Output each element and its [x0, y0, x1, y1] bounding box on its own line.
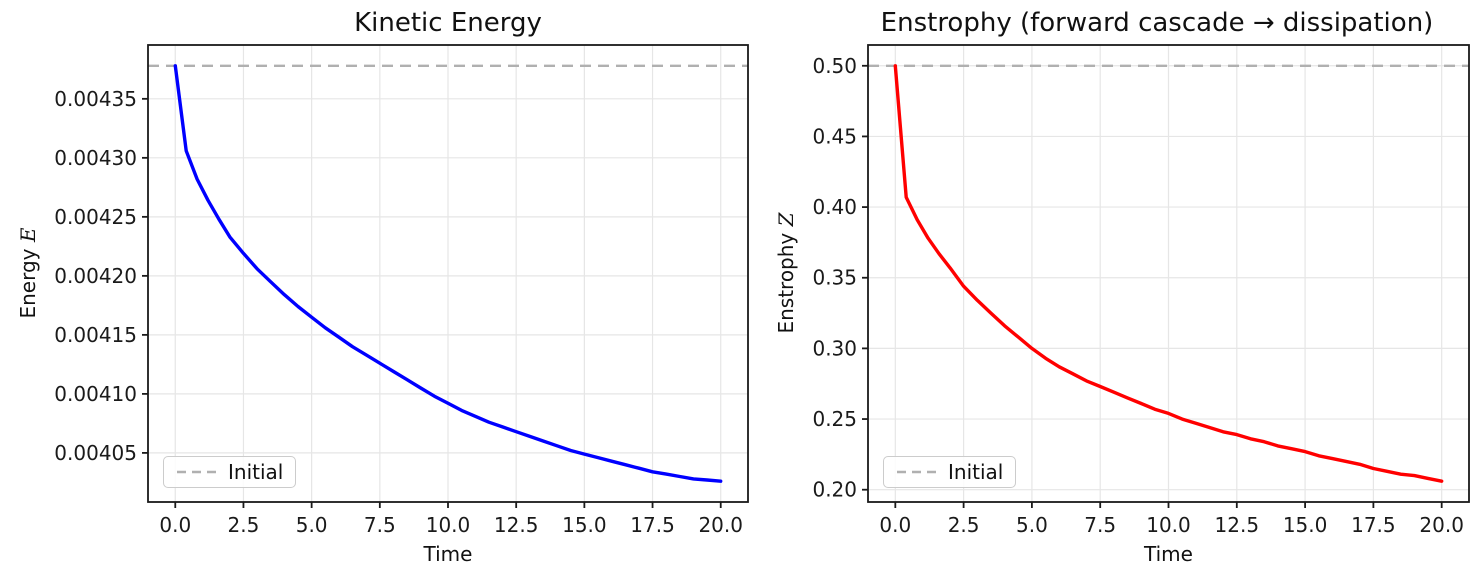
- left-x-axis-label: Time: [423, 542, 473, 566]
- x-tick-label: 20.0: [1419, 513, 1464, 537]
- left-legend-dashed-line-swatch: [177, 470, 217, 474]
- x-tick-label: 5.0: [296, 513, 328, 537]
- y-tick-label: 0.00405: [54, 441, 137, 465]
- y-tick-label: 0.00415: [54, 323, 137, 347]
- x-tick-label: 15.0: [562, 513, 607, 537]
- x-tick-label: 0.0: [879, 513, 911, 537]
- right-y-axis-label-variable: Z: [774, 212, 798, 227]
- x-tick-label: 20.0: [698, 513, 743, 537]
- right-y-axis-label-text: Enstrophy: [774, 232, 798, 334]
- y-tick-label: 0.00420: [54, 264, 137, 288]
- x-tick-label: 5.0: [1016, 513, 1048, 537]
- data-series-line: [893, 64, 1444, 483]
- x-tick-label: 12.5: [494, 513, 539, 537]
- left-plot-title: Kinetic Energy: [354, 8, 542, 38]
- x-tick-label: 10.0: [426, 513, 471, 537]
- y-tick-label: 0.00430: [54, 146, 137, 170]
- x-tick-label: 0.0: [159, 513, 191, 537]
- y-tick-label: 0.00435: [54, 87, 137, 111]
- y-tick-label: 0.00410: [54, 382, 137, 406]
- x-tick-label: 17.5: [1351, 513, 1396, 537]
- left-y-axis-label-text: Energy: [16, 248, 40, 319]
- right-x-axis-label: Time: [1144, 542, 1193, 566]
- left-axes: 0.0 2.5 5.0 7.5 10.0 12.5 15.0 17.5 20.0 0.00405 0…: [54, 44, 749, 537]
- y-tick-label: 0.25: [812, 407, 857, 431]
- left-y-axis-label-variable: E: [16, 227, 40, 243]
- x-tick-label: 12.5: [1215, 513, 1260, 537]
- right-legend-label: Initial: [948, 460, 1004, 484]
- x-tick-label: 2.5: [228, 513, 260, 537]
- left-legend: Initial: [163, 456, 297, 488]
- right-legend: Initial: [883, 456, 1017, 488]
- y-tick-label: 0.20: [812, 478, 857, 502]
- x-tick-label: 15.0: [1283, 513, 1328, 537]
- left-legend-label: Initial: [228, 460, 284, 484]
- x-tick-label: 10.0: [1146, 513, 1191, 537]
- x-tick-label: 17.5: [630, 513, 675, 537]
- y-tick-label: 0.00425: [54, 205, 137, 229]
- data-series-line: [173, 64, 723, 483]
- y-tick-label: 0.50: [812, 54, 857, 78]
- right-axes: 0.0 2.5 5.0 7.5 10.0 12.5 15.0 17.5 20.0 0.20 0.25…: [812, 44, 1470, 537]
- left-y-axis-label: Energy E: [16, 228, 40, 319]
- right-y-axis-label: Enstrophy Z: [774, 212, 798, 333]
- y-tick-label: 0.45: [812, 124, 857, 148]
- x-tick-label: 2.5: [948, 513, 980, 537]
- y-tick-label: 0.40: [812, 195, 857, 219]
- y-tick-label: 0.35: [812, 266, 857, 290]
- x-tick-label: 7.5: [364, 513, 396, 537]
- x-tick-label: 7.5: [1084, 513, 1116, 537]
- y-tick-label: 0.30: [812, 336, 857, 360]
- right-legend-dashed-line-swatch: [897, 470, 937, 474]
- right-plot-title: Enstrophy (forward cascade → dissipation…: [880, 8, 1434, 38]
